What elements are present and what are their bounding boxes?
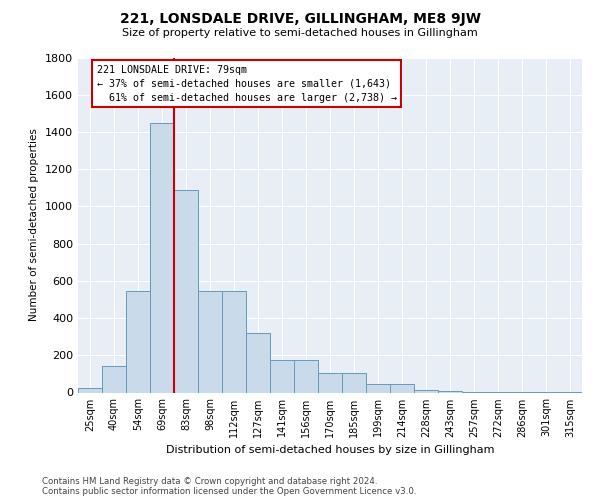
Y-axis label: Number of semi-detached properties: Number of semi-detached properties bbox=[29, 128, 40, 322]
X-axis label: Distribution of semi-detached houses by size in Gillingham: Distribution of semi-detached houses by … bbox=[166, 445, 494, 455]
Bar bbox=[222, 291, 246, 392]
Text: 221, LONSDALE DRIVE, GILLINGHAM, ME8 9JW: 221, LONSDALE DRIVE, GILLINGHAM, ME8 9JW bbox=[119, 12, 481, 26]
Bar bbox=[78, 388, 102, 392]
Bar bbox=[126, 291, 150, 392]
Bar bbox=[246, 333, 270, 392]
Bar bbox=[318, 373, 342, 392]
Bar bbox=[270, 360, 294, 392]
Bar bbox=[390, 384, 414, 392]
Text: Contains HM Land Registry data © Crown copyright and database right 2024.: Contains HM Land Registry data © Crown c… bbox=[42, 477, 377, 486]
Bar bbox=[174, 190, 198, 392]
Text: Contains public sector information licensed under the Open Government Licence v3: Contains public sector information licen… bbox=[42, 487, 416, 496]
Bar bbox=[198, 291, 222, 392]
Text: 221 LONSDALE DRIVE: 79sqm
← 37% of semi-detached houses are smaller (1,643)
  61: 221 LONSDALE DRIVE: 79sqm ← 37% of semi-… bbox=[97, 65, 397, 103]
Bar bbox=[294, 360, 318, 392]
Bar bbox=[342, 373, 366, 392]
Bar bbox=[366, 384, 390, 392]
Bar bbox=[414, 390, 438, 392]
Bar bbox=[438, 391, 462, 392]
Bar bbox=[150, 122, 174, 392]
Bar bbox=[102, 366, 126, 392]
Text: Size of property relative to semi-detached houses in Gillingham: Size of property relative to semi-detach… bbox=[122, 28, 478, 38]
